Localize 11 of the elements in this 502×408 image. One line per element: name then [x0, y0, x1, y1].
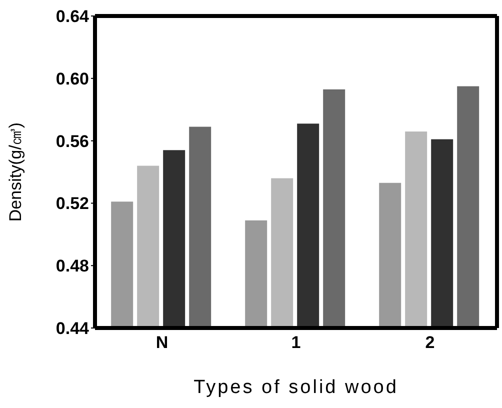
y-tick-label: 0.52 [56, 194, 89, 214]
y-tick-label: 0.60 [56, 69, 89, 88]
x-tick-label: 2 [425, 333, 435, 352]
y-axis-title: Density(g/㎤) [6, 122, 26, 222]
x-axis-title: Types of solid wood [194, 377, 398, 398]
x-tick-label: N [156, 333, 168, 352]
y-tick-label: 0.48 [56, 256, 89, 276]
y-tick-label: 0.64 [56, 7, 90, 26]
y-tick-label: 0.44 [56, 319, 90, 338]
x-tick-label: 1 [291, 333, 301, 352]
y-tick-label: 0.56 [56, 132, 89, 151]
